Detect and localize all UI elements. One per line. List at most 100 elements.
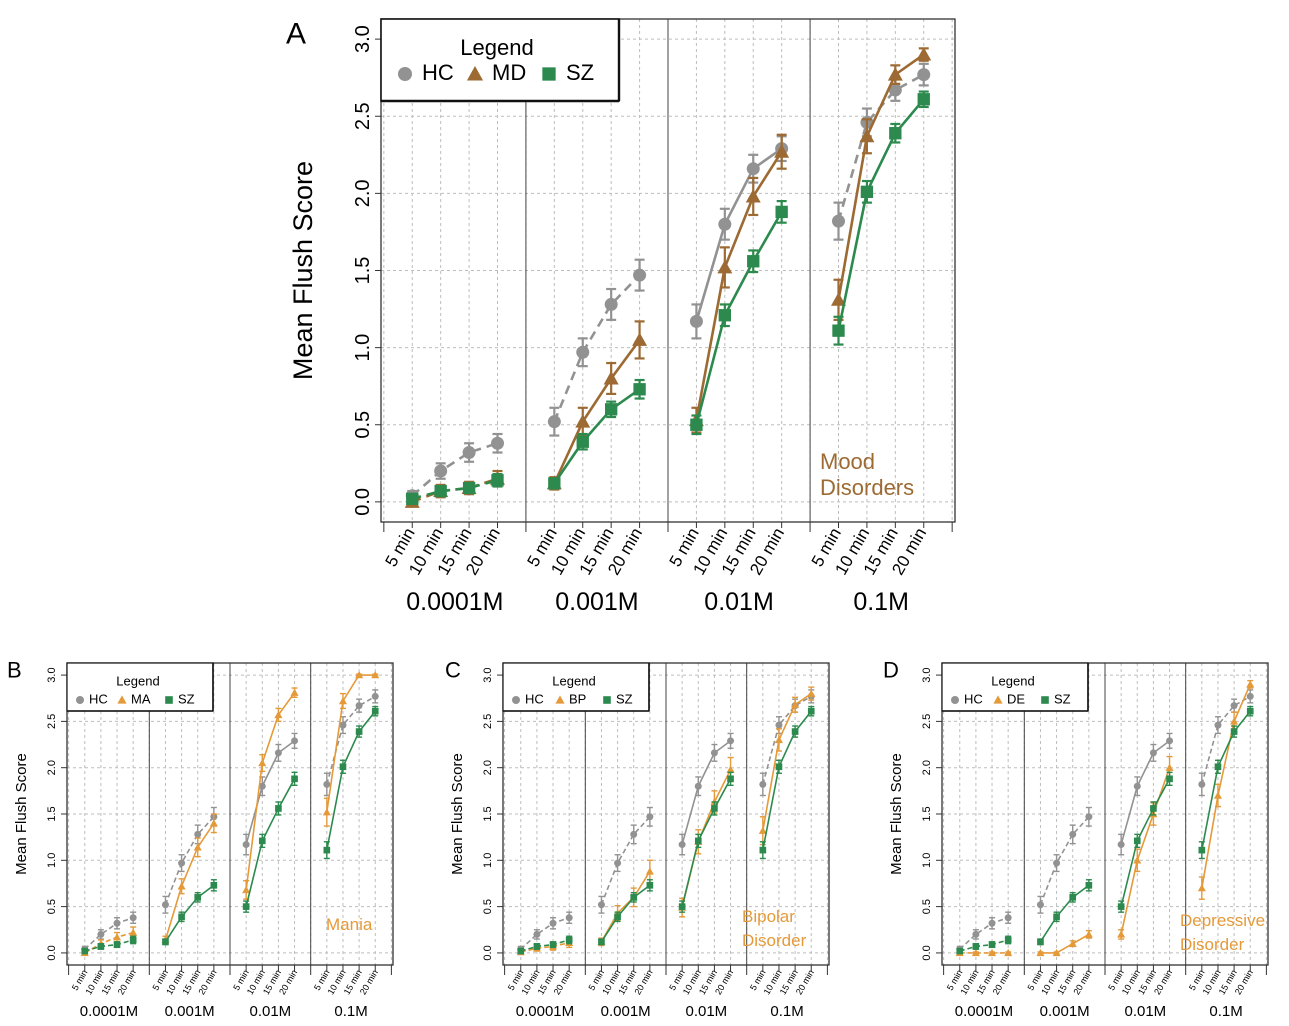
series-line xyxy=(762,710,812,851)
data-point xyxy=(1230,728,1238,735)
data-point xyxy=(355,702,363,710)
panel-annotation: Disorders xyxy=(820,475,914,500)
data-point xyxy=(210,881,218,889)
data-point xyxy=(717,259,733,274)
group-label: 0.001M xyxy=(555,588,638,616)
data-point xyxy=(258,837,266,845)
data-point xyxy=(242,885,251,894)
legend-box xyxy=(380,18,620,102)
data-point xyxy=(1085,881,1093,889)
series-line xyxy=(959,916,1009,950)
series-line xyxy=(164,822,215,941)
data-point xyxy=(548,477,561,490)
y-tick-label: 2.5 xyxy=(46,714,58,729)
series-line xyxy=(1201,695,1251,785)
legend-marker xyxy=(542,67,556,81)
data-point xyxy=(242,841,250,849)
series-line xyxy=(837,73,925,222)
data-point xyxy=(1166,775,1173,783)
data-point xyxy=(533,930,541,938)
data-point xyxy=(832,324,845,337)
data-point xyxy=(690,418,703,431)
data-point xyxy=(831,214,845,228)
series-line xyxy=(695,151,783,421)
y-axis-label: Mean Flush Score xyxy=(449,753,466,875)
series-line xyxy=(520,941,570,953)
data-point xyxy=(129,936,137,944)
series-line xyxy=(245,778,296,907)
data-point xyxy=(323,846,331,854)
data-point xyxy=(988,919,996,927)
data-point xyxy=(549,941,557,948)
legend-marker xyxy=(512,696,520,704)
data-point xyxy=(371,707,379,715)
data-point xyxy=(603,371,619,385)
y-tick-label: 1.0 xyxy=(352,334,374,362)
data-point xyxy=(339,763,347,771)
legend-label: HC xyxy=(964,691,983,706)
data-point xyxy=(614,859,622,867)
data-point xyxy=(759,780,767,788)
data-point xyxy=(747,255,760,268)
series-line xyxy=(681,740,732,845)
data-point xyxy=(275,805,282,812)
data-point xyxy=(1230,702,1238,710)
legend-marker xyxy=(603,696,611,704)
data-point xyxy=(645,867,654,875)
data-point xyxy=(956,947,964,955)
panel-annotation: Disorder xyxy=(742,931,807,950)
data-point xyxy=(807,689,816,697)
data-point xyxy=(718,217,732,231)
data-point xyxy=(178,913,185,921)
series-line xyxy=(553,274,641,423)
data-point xyxy=(322,808,331,816)
y-tick-label: 0.5 xyxy=(482,899,494,914)
data-point xyxy=(517,947,525,955)
data-point xyxy=(1149,749,1157,757)
series-line xyxy=(553,388,641,485)
data-point xyxy=(775,205,788,219)
data-point xyxy=(632,332,648,346)
data-point xyxy=(604,403,618,416)
series-line xyxy=(695,211,783,426)
data-point xyxy=(917,68,931,82)
data-point xyxy=(694,837,702,845)
data-point xyxy=(678,903,686,910)
y-tick-label: 1.5 xyxy=(46,806,58,821)
panel-annotation: Mania xyxy=(326,915,373,934)
data-point xyxy=(576,345,590,359)
data-point xyxy=(1036,948,1045,957)
series-line xyxy=(600,870,651,943)
data-point xyxy=(710,749,718,757)
data-point xyxy=(1230,717,1239,725)
legend-marker xyxy=(117,695,127,704)
data-point xyxy=(81,947,89,955)
series-sz xyxy=(956,705,1254,955)
series-line xyxy=(1120,767,1171,935)
data-point xyxy=(1166,737,1174,745)
y-tick-label: 0.0 xyxy=(921,945,933,960)
series-line xyxy=(1040,933,1090,954)
data-point xyxy=(291,775,298,783)
data-point xyxy=(491,474,504,487)
data-point xyxy=(242,903,250,910)
series-line xyxy=(1039,884,1090,943)
y-tick-label: 1.5 xyxy=(352,257,374,285)
data-point xyxy=(1068,939,1077,947)
data-point xyxy=(718,309,732,322)
group-label: 0.01M xyxy=(249,1003,291,1020)
data-point xyxy=(1213,791,1222,799)
legend-label: SZ xyxy=(566,60,594,85)
data-point xyxy=(597,901,605,909)
y-axis-label: Mean Flush Score xyxy=(888,753,905,875)
data-point xyxy=(1117,841,1125,849)
data-point xyxy=(630,894,638,901)
data-point xyxy=(759,846,767,854)
data-point xyxy=(860,185,874,199)
series-line xyxy=(520,916,570,950)
y-tick-label: 0.5 xyxy=(46,899,58,914)
y-axis-label: Mean Flush Score xyxy=(13,753,30,875)
